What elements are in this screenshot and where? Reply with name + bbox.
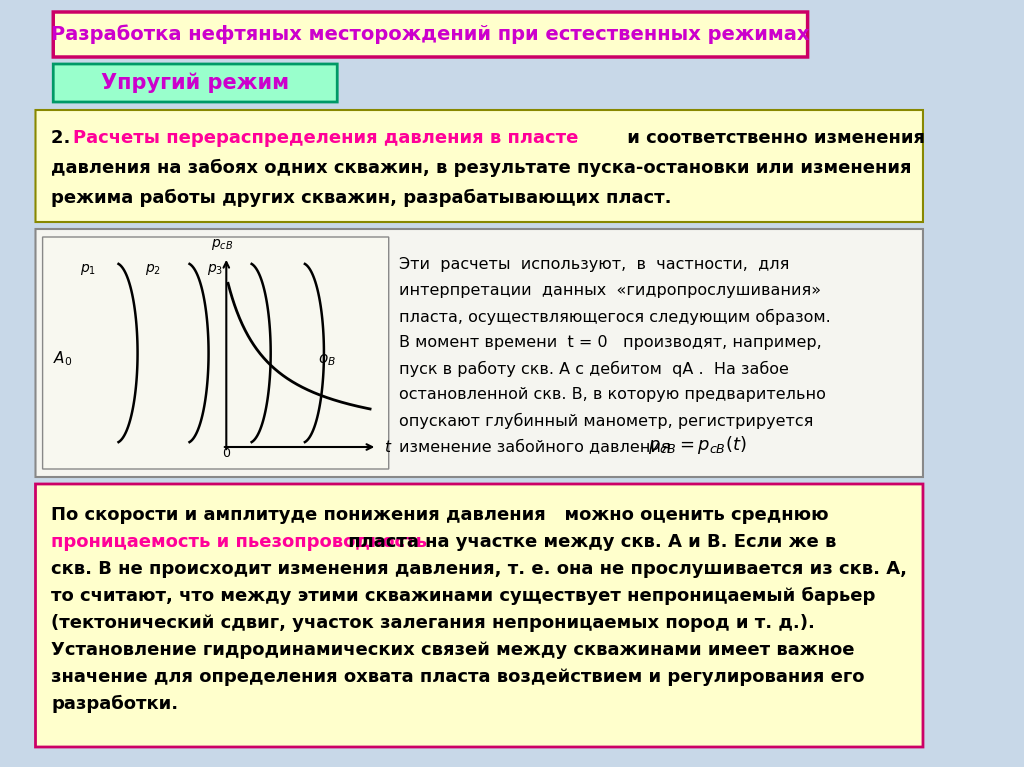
FancyBboxPatch shape — [36, 484, 923, 747]
Text: опускают глубинный манометр, регистрируется: опускают глубинный манометр, регистрируе… — [399, 413, 814, 430]
Text: $p_2$: $p_2$ — [144, 262, 161, 277]
Text: изменение забойного давления: изменение забойного давления — [399, 439, 671, 454]
Text: $p_{cB}$: $p_{cB}$ — [211, 237, 233, 252]
FancyBboxPatch shape — [53, 12, 808, 57]
Text: $t$: $t$ — [384, 439, 393, 455]
Text: $o_B$: $o_B$ — [317, 352, 336, 367]
Text: пласта, осуществляющегося следующим образом.: пласта, осуществляющегося следующим обра… — [399, 309, 831, 325]
Text: 2.: 2. — [51, 129, 77, 147]
Text: Эти  расчеты  используют,  в  частности,  для: Эти расчеты используют, в частности, для — [399, 257, 790, 272]
Text: По скорости и амплитуде понижения давления   можно оценить среднюю: По скорости и амплитуде понижения давлен… — [51, 506, 829, 524]
Text: Расчеты перераспределения давления в пласте: Расчеты перераспределения давления в пла… — [73, 129, 579, 147]
Text: $p_1$: $p_1$ — [80, 262, 96, 277]
FancyBboxPatch shape — [43, 237, 389, 469]
FancyBboxPatch shape — [36, 229, 923, 477]
Text: режима работы других скважин, разрабатывающих пласт.: режима работы других скважин, разрабатыв… — [51, 189, 672, 207]
FancyBboxPatch shape — [53, 64, 337, 102]
Text: скв. В не происходит изменения давления, т. е. она не прослушивается из скв. А,: скв. В не происходит изменения давления,… — [51, 560, 907, 578]
Text: давления на забоях одних скважин, в результате пуска-остановки или изменения: давления на забоях одних скважин, в резу… — [51, 159, 912, 177]
Text: Упругий режим: Упругий режим — [101, 73, 290, 94]
Text: Установление гидродинамических связей между скважинами имеет важное: Установление гидродинамических связей ме… — [51, 641, 855, 659]
Text: разработки.: разработки. — [51, 695, 178, 713]
Text: проницаемость и пьезопроводность: проницаемость и пьезопроводность — [51, 533, 427, 551]
Text: $p_{cB} = p_{cB}(t)$: $p_{cB} = p_{cB}(t)$ — [648, 434, 746, 456]
Text: то считают, что между этими скважинами существует непроницаемый барьер: то считают, что между этими скважинами с… — [51, 587, 876, 605]
Text: $A_0$: $A_0$ — [53, 349, 73, 367]
Text: пуск в работу скв. А с дебитом  qA .  На забое: пуск в работу скв. А с дебитом qA . На з… — [399, 361, 790, 377]
Text: остановленной скв. В, в которую предварительно: остановленной скв. В, в которую предвари… — [399, 387, 826, 402]
FancyBboxPatch shape — [36, 110, 923, 222]
Text: В момент времени  t = 0   производят, например,: В момент времени t = 0 производят, напри… — [399, 335, 822, 350]
Text: значение для определения охвата пласта воздействием и регулирования его: значение для определения охвата пласта в… — [51, 668, 865, 686]
Text: интерпретации  данных  «гидропрослушивания»: интерпретации данных «гидропрослушивания… — [399, 283, 821, 298]
Text: пласта на участке между скв. А и В. Если же в: пласта на участке между скв. А и В. Если… — [342, 533, 836, 551]
Text: Разработка нефтяных месторождений при естественных режимах: Разработка нефтяных месторождений при ес… — [51, 25, 810, 44]
Text: 0: 0 — [222, 447, 230, 460]
Text: $p_3$: $p_3$ — [207, 262, 223, 277]
Text: и соответственно изменения: и соответственно изменения — [622, 129, 926, 147]
Text: (тектонический сдвиг, участок залегания непроницаемых пород и т. д.).: (тектонический сдвиг, участок залегания … — [51, 614, 815, 632]
